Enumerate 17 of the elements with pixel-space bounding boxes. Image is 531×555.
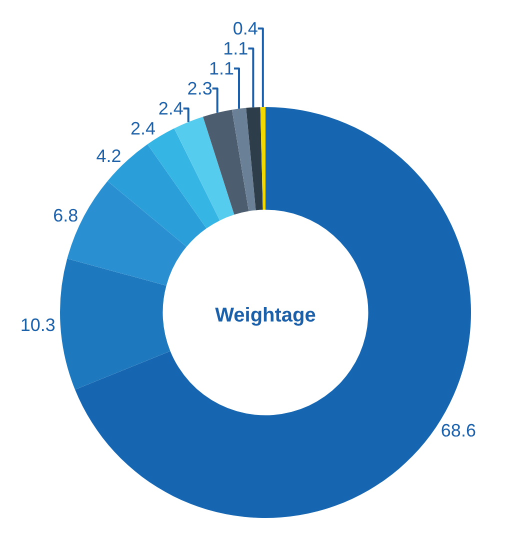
donut-slice	[202, 110, 249, 215]
data-label: 2.3	[187, 78, 212, 98]
donut-slice	[260, 107, 266, 210]
data-label: 2.4	[130, 118, 156, 138]
data-label: 4.2	[96, 146, 122, 166]
data-label: 68.6	[440, 420, 476, 440]
donut-slice	[60, 258, 170, 390]
data-label: 1.1	[208, 58, 234, 78]
data-label: 0.4	[232, 18, 258, 38]
donut-slice	[232, 108, 256, 212]
data-label: 2.4	[158, 98, 184, 118]
data-label: 6.8	[53, 206, 78, 226]
donut-slice	[246, 107, 263, 210]
text: Weightage	[215, 304, 316, 326]
donut-slice	[174, 116, 234, 220]
data-label: 10.3	[20, 314, 56, 335]
data-label: 1.1	[223, 38, 248, 58]
